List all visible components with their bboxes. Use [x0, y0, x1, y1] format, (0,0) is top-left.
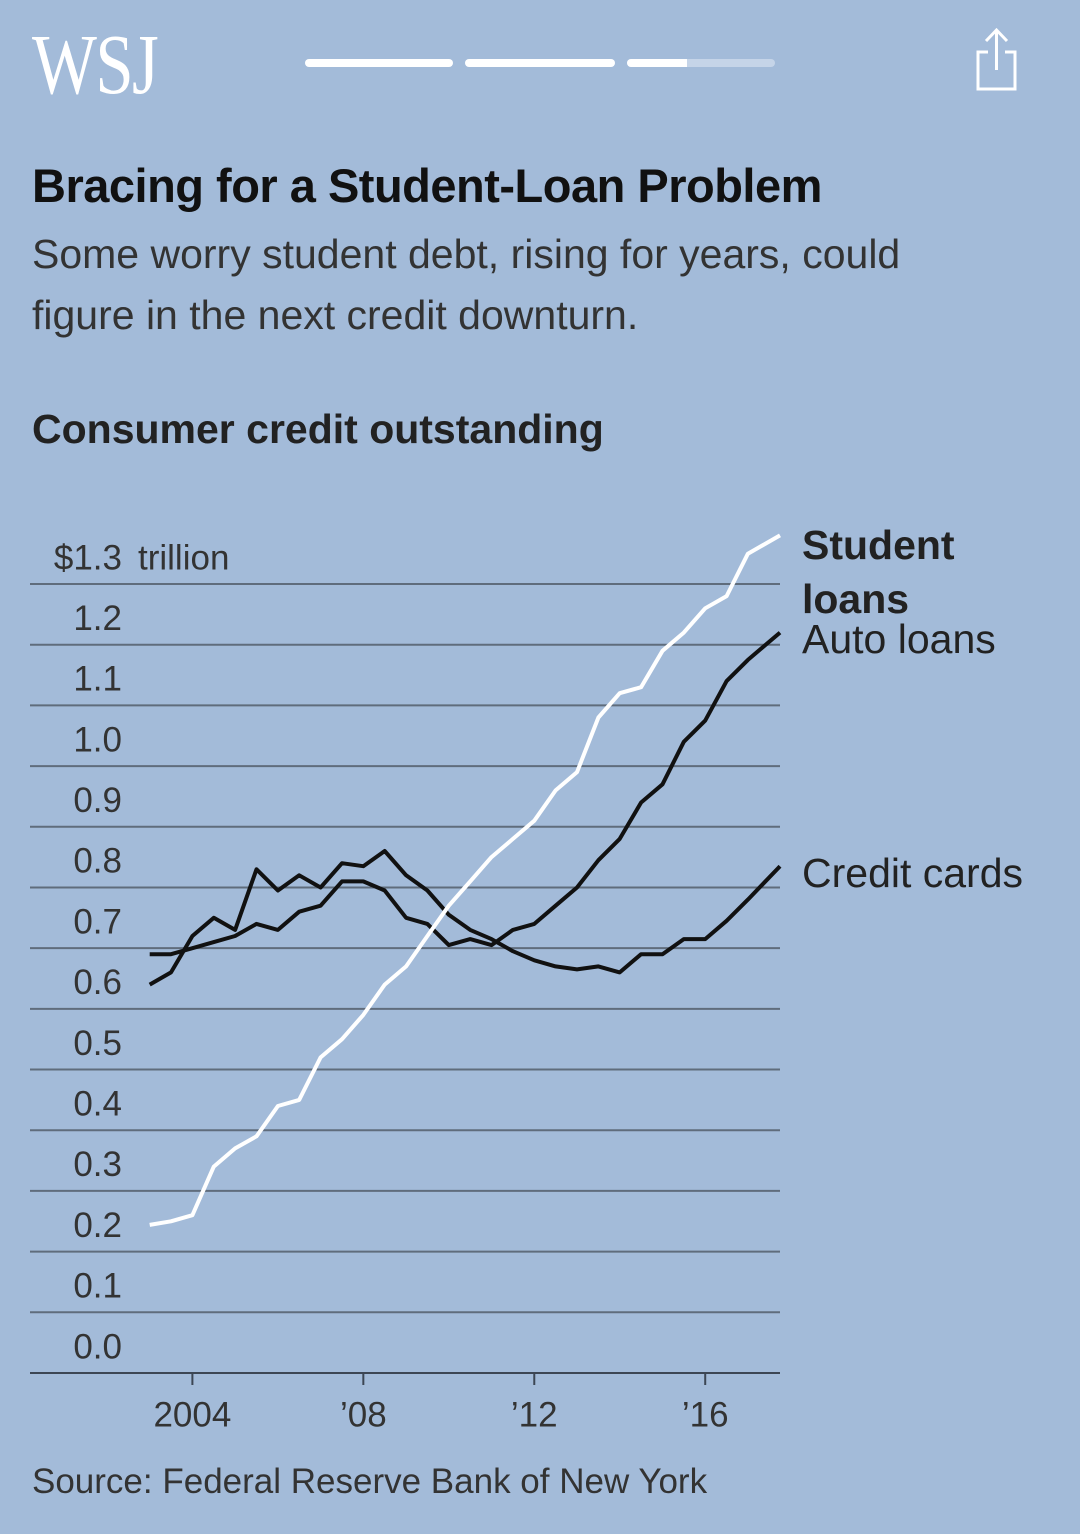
source: Source: Federal Reserve Bank of New York [32, 1462, 708, 1501]
y-tick-label: 0.3 [73, 1145, 122, 1184]
progress-fill [627, 59, 687, 67]
y-tick-label: 1.0 [73, 720, 122, 759]
y-tick-label: 0.8 [73, 842, 122, 881]
y-tick-label: $1.3 [54, 538, 122, 577]
series-line [148, 849, 782, 987]
y-tick-label: 0.9 [73, 781, 122, 820]
title: Bracing for a Student-Loan Problem [32, 159, 822, 212]
y-tick-label: 1.1 [73, 660, 122, 699]
y-tick-label: 0.7 [73, 902, 122, 941]
series-label: Credit cards [802, 850, 1024, 896]
progress-segment [465, 59, 615, 67]
x-tick-label: 2004 [153, 1395, 231, 1434]
y-tick-label: 0.6 [73, 963, 122, 1002]
y-tick-label: 0.0 [73, 1327, 122, 1366]
series-label: Auto loans [802, 616, 996, 662]
chart-title: Consumer credit outstanding [32, 406, 604, 452]
progress-segment [627, 59, 775, 67]
share-button[interactable] [976, 27, 1017, 91]
x-tick-label: ’12 [511, 1395, 558, 1434]
progress-segment [305, 59, 453, 67]
y-tick-label: 1.2 [73, 599, 122, 638]
y-unit: trillion [138, 538, 229, 577]
y-tick-label: 0.2 [73, 1206, 122, 1245]
y-tick-label: 0.1 [73, 1267, 122, 1306]
x-tick-label: ’08 [340, 1395, 387, 1434]
subtitle: Some worry student debt, rising for year… [32, 231, 901, 338]
y-tick-label: 0.5 [73, 1024, 122, 1063]
series-label: Student loans [802, 522, 955, 622]
y-tick-label: 0.4 [73, 1084, 122, 1123]
series-line [149, 631, 782, 957]
x-tick-label: ’16 [682, 1395, 729, 1434]
logo: WSJ [32, 16, 159, 112]
series-line [149, 533, 781, 1227]
